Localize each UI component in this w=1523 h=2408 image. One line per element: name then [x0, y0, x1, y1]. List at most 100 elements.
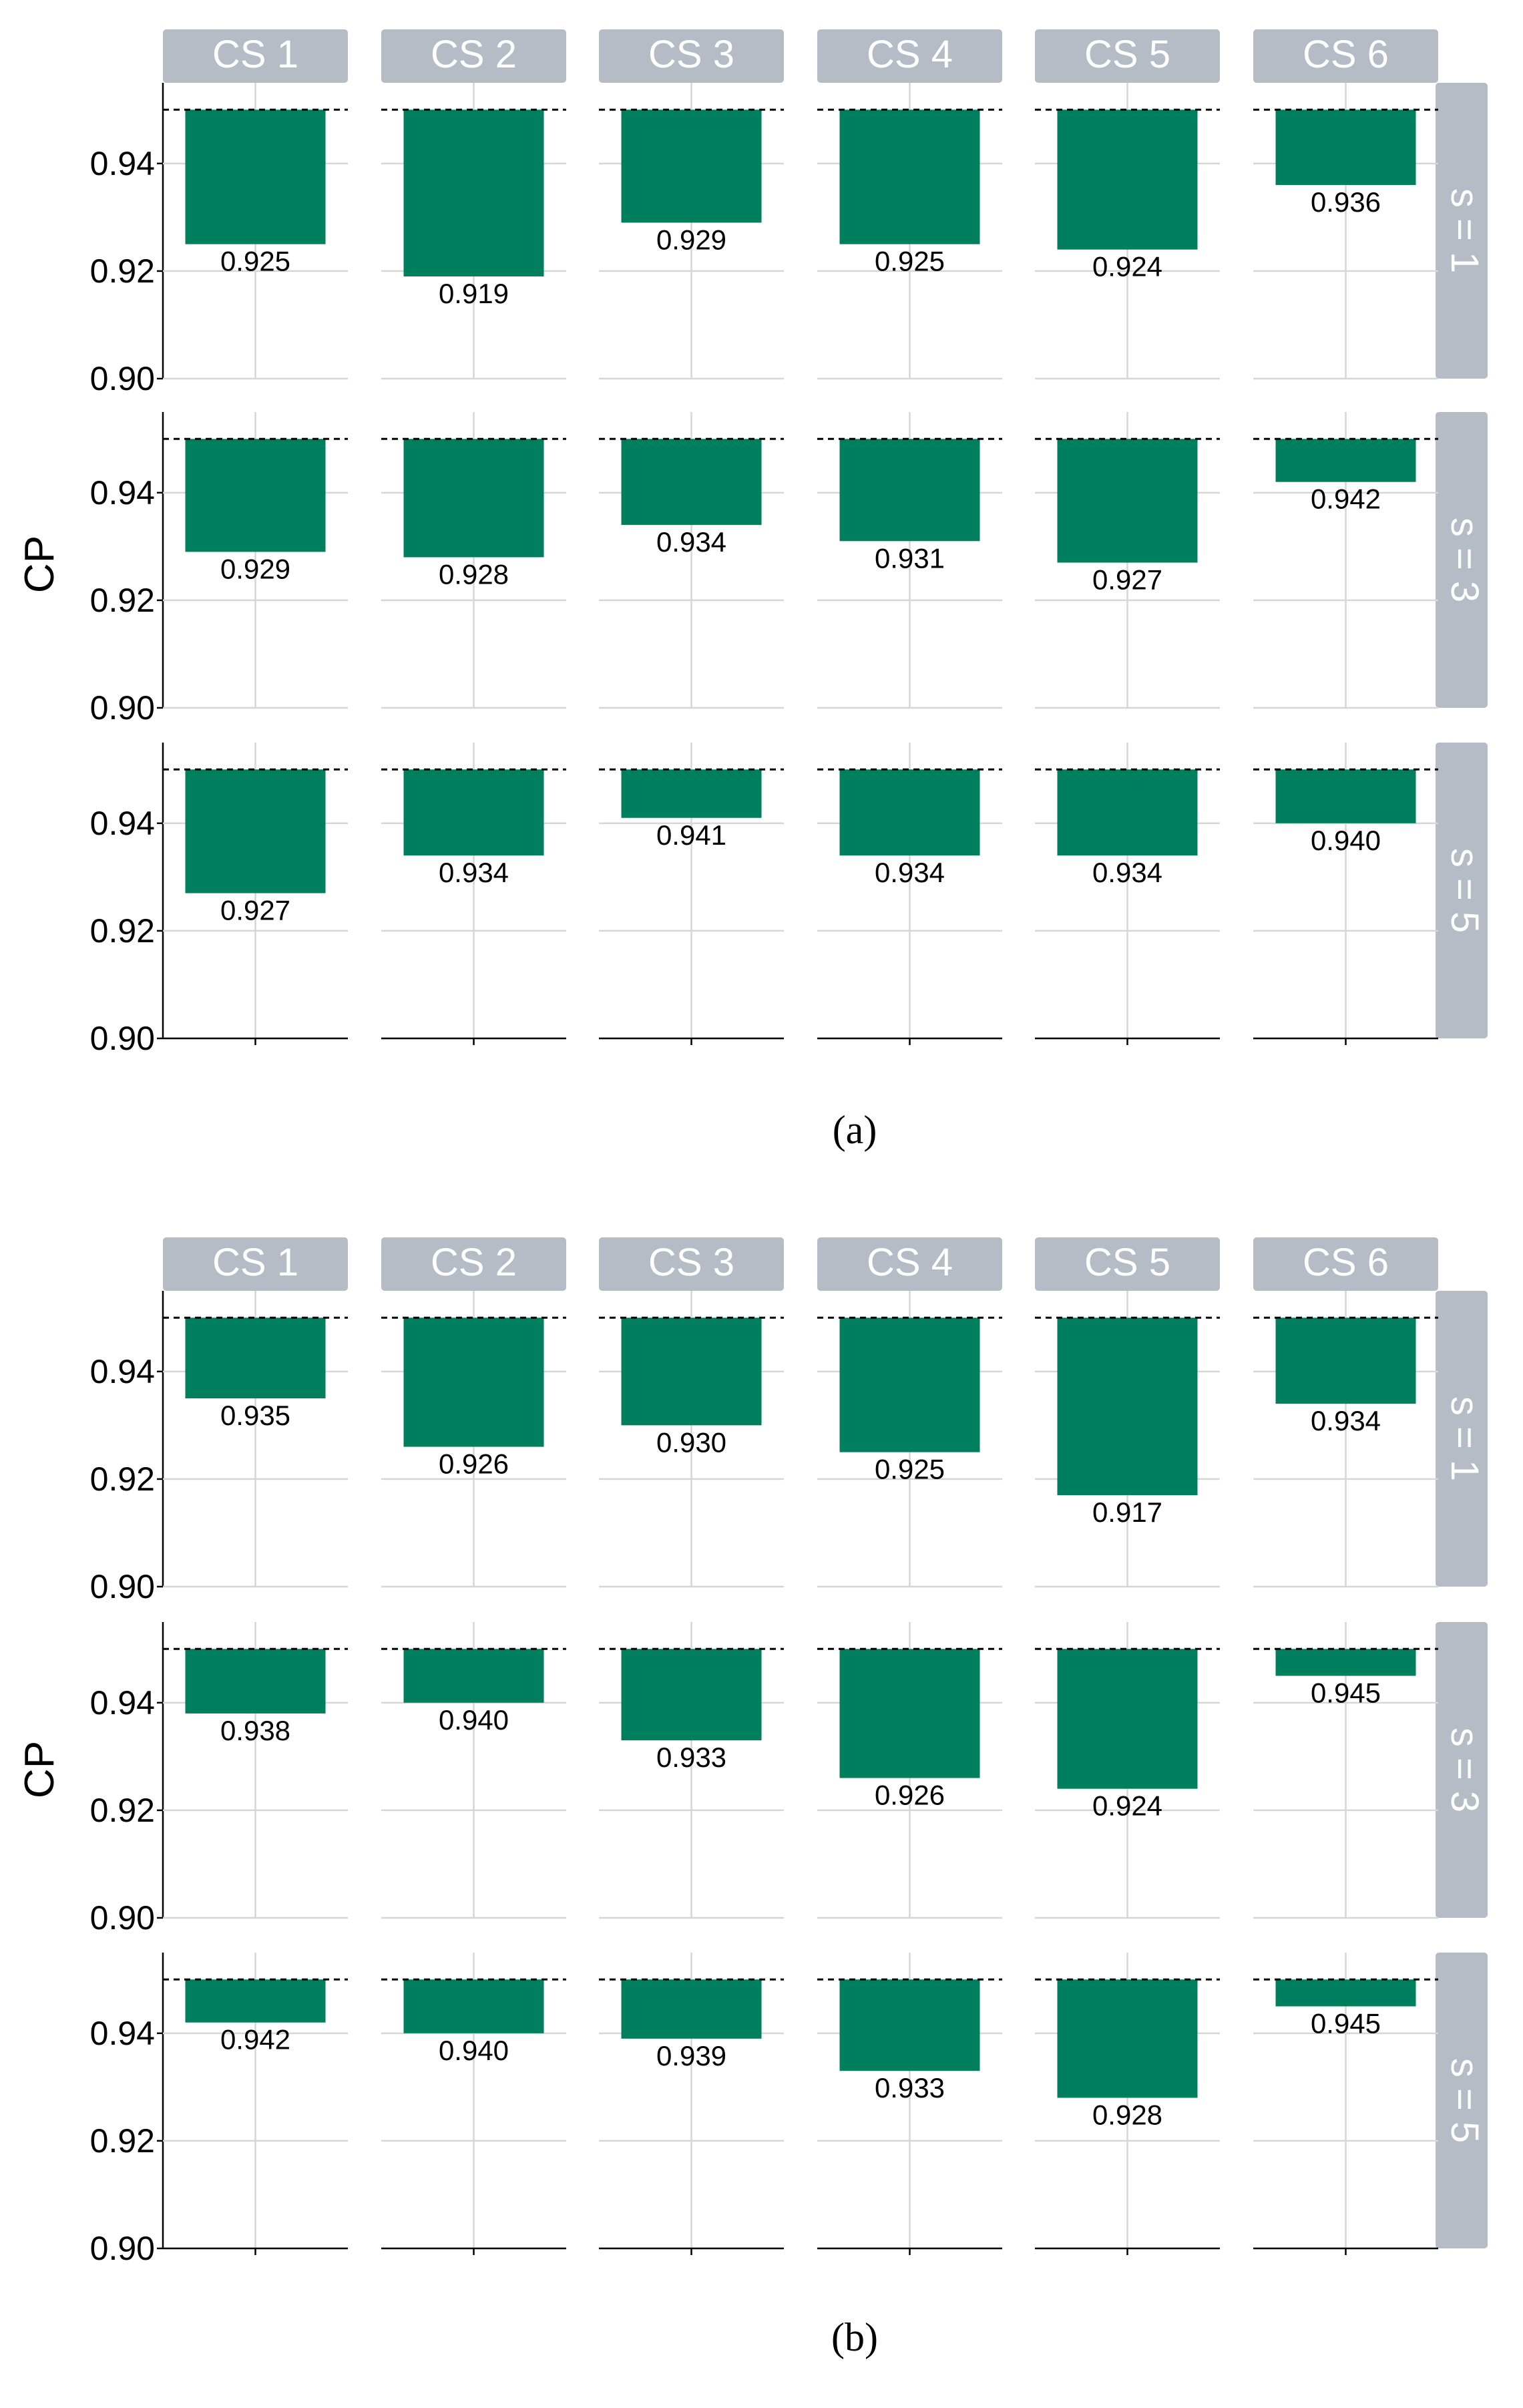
column-label: CS 2: [431, 33, 517, 76]
bar-cs6-s1: [1275, 1318, 1416, 1404]
column-strip: [1253, 29, 1438, 83]
y-tick-label: 0.92: [90, 582, 155, 619]
value-label: 0.940: [439, 2035, 509, 2066]
bar-cs3-s5: [621, 769, 762, 818]
value-label: 0.928: [439, 558, 509, 590]
bar-cs2-s5: [403, 769, 544, 856]
value-label: 0.929: [656, 224, 726, 255]
value-label: 0.925: [875, 246, 945, 277]
bar-cs1-s1: [185, 110, 326, 244]
column-strip: [163, 29, 348, 83]
bar-cs1-s1: [185, 1318, 326, 1399]
value-label: 0.945: [1311, 1677, 1381, 1709]
value-label: 0.945: [1311, 2008, 1381, 2039]
y-tick-label: 0.92: [90, 252, 155, 290]
y-tick-label: 0.94: [90, 805, 155, 842]
bar-cs1-s5: [185, 1979, 326, 2023]
column-label: CS 1: [212, 1241, 298, 1284]
row-strip: [1436, 1953, 1488, 2248]
figure-caption: (b): [831, 2315, 878, 2359]
value-label: 0.929: [220, 553, 290, 584]
value-label: 0.942: [1311, 483, 1381, 515]
column-strip: [1253, 1237, 1438, 1291]
y-tick-label: 0.90: [90, 689, 155, 727]
y-axis-title: CP: [17, 1741, 63, 1798]
y-tick-label: 0.94: [90, 474, 155, 512]
value-label: 0.926: [439, 1448, 509, 1480]
y-tick-label: 0.90: [90, 1568, 155, 1605]
y-tick-label: 0.92: [90, 1460, 155, 1498]
value-label: 0.936: [1311, 186, 1381, 218]
bar-cs3-s5: [621, 1979, 762, 2039]
y-tick-label: 0.94: [90, 1684, 155, 1722]
bar-cs4-s1: [839, 1318, 980, 1452]
bar-cs3-s3: [621, 1649, 762, 1741]
bar-cs2-s3: [403, 1649, 544, 1703]
row-label: s = 5: [1443, 2058, 1486, 2143]
y-tick-label: 0.90: [90, 360, 155, 397]
bar-cs1-s5: [185, 769, 326, 893]
chart-a: CS 1 CS 2 CS 3 CS 4 CS 5 CS 6 s = 1 0.90 0.92 0.9…: [17, 29, 1488, 1152]
column-label: CS 5: [1084, 33, 1170, 76]
value-label: 0.938: [220, 1715, 290, 1746]
column-label: CS 2: [431, 1241, 517, 1284]
row-label: s = 5: [1443, 848, 1486, 933]
row-label: s = 1: [1443, 1396, 1486, 1481]
column-label: CS 6: [1303, 33, 1389, 76]
column-label: CS 5: [1084, 1241, 1170, 1284]
value-label: 0.940: [1311, 825, 1381, 856]
bar-cs2-s3: [403, 439, 544, 558]
bar-cs2-s1: [403, 110, 544, 276]
column-strip: [817, 29, 1002, 83]
value-label: 0.924: [1092, 251, 1162, 282]
value-label: 0.934: [439, 857, 509, 888]
value-label: 0.927: [220, 895, 290, 926]
value-label: 0.926: [875, 1780, 945, 1811]
row-label: s = 1: [1443, 188, 1486, 273]
value-label: 0.940: [439, 1704, 509, 1736]
column-label: CS 4: [867, 33, 953, 76]
bar-cs1-s3: [185, 1649, 326, 1714]
y-tick-label: 0.94: [90, 1353, 155, 1390]
column-strip: [599, 29, 784, 83]
bar-cs1-s3: [185, 439, 326, 552]
value-label: 0.931: [875, 542, 945, 574]
y-tick-label: 0.92: [90, 912, 155, 950]
value-label: 0.934: [656, 526, 726, 558]
value-label: 0.927: [1092, 564, 1162, 596]
bar-cs5-s3: [1057, 1649, 1198, 1789]
column-strip: [1035, 1237, 1220, 1291]
value-label: 0.930: [656, 1426, 726, 1458]
column-strip: [817, 1237, 1002, 1291]
y-tick-label: 0.90: [90, 1899, 155, 1937]
row-strip: [1436, 83, 1488, 379]
column-strip: [1035, 29, 1220, 83]
value-label: 0.934: [875, 857, 945, 888]
bar-cs5-s5: [1057, 769, 1198, 856]
bar-cs3-s1: [621, 1318, 762, 1426]
bar-cs5-s5: [1057, 1979, 1198, 2098]
column-strip: [381, 1237, 566, 1291]
bar-cs6-s5: [1275, 1979, 1416, 2007]
column-label: CS 3: [648, 33, 734, 76]
value-label: 0.928: [1092, 2099, 1162, 2130]
row-label: s = 3: [1443, 1728, 1486, 1812]
value-label: 0.925: [875, 1454, 945, 1485]
bar-cs4-s3: [839, 1649, 980, 1778]
column-strip: [381, 29, 566, 83]
bar-cs6-s3: [1275, 1649, 1416, 1676]
bar-cs2-s1: [403, 1318, 544, 1447]
value-label: 0.919: [439, 278, 509, 309]
value-label: 0.924: [1092, 1790, 1162, 1822]
bar-cs4-s1: [839, 110, 980, 244]
value-label: 0.917: [1092, 1496, 1162, 1528]
y-axis-title: CP: [17, 536, 63, 593]
bar-cs3-s3: [621, 439, 762, 526]
y-tick-label: 0.90: [90, 1020, 155, 1057]
bar-cs4-s3: [839, 439, 980, 542]
row-strip: [1436, 412, 1488, 708]
bar-cs6-s3: [1275, 439, 1416, 482]
value-label: 0.934: [1311, 1405, 1381, 1436]
column-label: CS 3: [648, 1241, 734, 1284]
